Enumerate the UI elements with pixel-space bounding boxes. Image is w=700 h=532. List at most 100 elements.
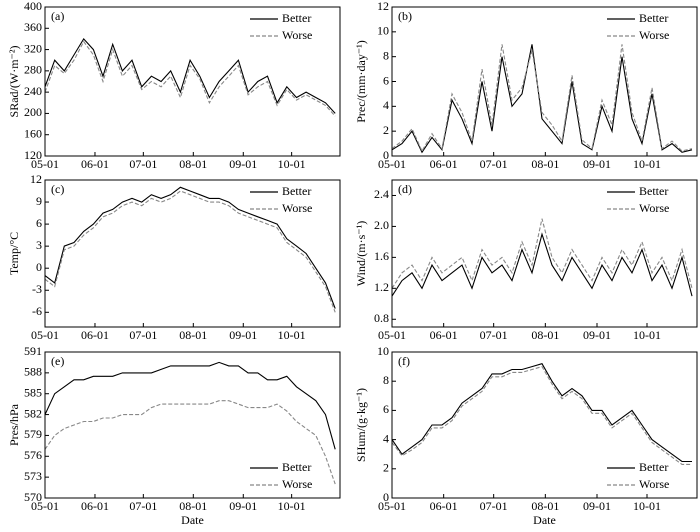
y-tick-label: 588 (24, 365, 42, 379)
series-line (44, 400, 336, 485)
x-tick-label: 05-01 (378, 328, 406, 342)
x-tick-label: 10-01 (633, 157, 661, 171)
y-tick-label: 2 (383, 461, 389, 475)
legend-label: Worse (639, 201, 669, 215)
panel-label: (c) (51, 182, 64, 196)
series-line (44, 190, 336, 313)
y-tick-label: 360 (24, 20, 42, 34)
y-tick-label: -6 (32, 304, 42, 318)
x-tick-label: 09-01 (229, 499, 257, 513)
x-tick-label: 08-01 (179, 499, 207, 513)
x-tick-label: 10-01 (278, 157, 306, 171)
y-tick-label: 0 (36, 260, 42, 274)
x-tick-label: 10-01 (633, 328, 661, 342)
x-tick-label: 05-01 (378, 499, 406, 513)
y-axis-label: SRad/(W·m⁻²) (7, 46, 21, 118)
x-tick-label: 07-01 (129, 328, 157, 342)
panel: 0.8 1.2 1.6 2.0 2.4 05-01 06-01 07-01 08-01 09-01… (354, 179, 698, 342)
x-tick-label: 09-01 (229, 328, 257, 342)
plot-frame (391, 351, 698, 499)
legend-label: Worse (639, 477, 669, 491)
x-tick-label: 09-01 (583, 328, 611, 342)
panel-label: (a) (51, 9, 64, 23)
series-line (44, 40, 336, 117)
y-tick-label: 582 (24, 406, 42, 420)
panel-label: (f) (398, 354, 410, 368)
x-tick-label: 10-01 (633, 499, 661, 513)
x-tick-label: 06-01 (81, 328, 109, 342)
x-tick-label: 09-01 (229, 157, 257, 171)
x-tick-label: 08-01 (531, 157, 559, 171)
y-tick-label: 10 (377, 344, 389, 358)
y-tick-label: 2 (383, 123, 389, 137)
y-tick-label: 6 (36, 216, 42, 230)
y-tick-label: 12 (377, 0, 389, 13)
series-line (391, 44, 693, 154)
y-tick-label: 0 (383, 148, 389, 162)
legend-label: Worse (282, 201, 312, 215)
panel: 0 2 4 6 8 10 12 05-01 06-01 07-01 08-01 09-01 10-01 (… (354, 0, 698, 171)
x-tick-label: 06-01 (430, 499, 458, 513)
x-tick-label: 07-01 (480, 499, 508, 513)
x-tick-label: 07-01 (480, 328, 508, 342)
plot-frame (44, 351, 341, 499)
legend-label: Worse (282, 477, 312, 491)
series-line (391, 363, 692, 463)
panel-label: (b) (398, 9, 412, 23)
y-tick-label: 10 (377, 24, 389, 38)
y-tick-label: 120 (24, 148, 42, 162)
y-tick-label: 200 (24, 105, 42, 119)
y-tick-label: 6 (383, 73, 389, 87)
x-tick-label: 05-01 (31, 499, 59, 513)
x-axis-label: Date (181, 513, 204, 527)
y-axis-label: Pres/hPa (7, 403, 21, 446)
x-tick-label: 09-01 (583, 157, 611, 171)
panel: 120 160 200 240 280 320 360 400 05-01 06-01 07-01 0… (7, 0, 341, 171)
y-tick-label: 8 (383, 48, 389, 62)
x-tick-label: 05-01 (31, 328, 59, 342)
x-tick-label: 07-01 (129, 157, 157, 171)
y-tick-label: 4 (383, 98, 389, 112)
x-tick-label: 05-01 (31, 157, 59, 171)
series-line (44, 186, 336, 309)
y-tick-label: 240 (24, 84, 42, 98)
y-tick-label: 585 (24, 385, 42, 399)
y-tick-label: 1.2 (374, 280, 389, 294)
legend-label: Better (282, 11, 311, 25)
plot-frame (391, 179, 698, 328)
y-tick-label: 280 (24, 63, 42, 77)
y-axis-label: Temp/°C (7, 232, 21, 275)
x-axis-label: Date (533, 513, 556, 527)
y-tick-label: -3 (32, 282, 42, 296)
x-tick-label: 08-01 (531, 499, 559, 513)
x-tick-label: 08-01 (179, 328, 207, 342)
legend-label: Better (282, 184, 311, 198)
x-tick-label: 06-01 (430, 328, 458, 342)
y-tick-label: 576 (24, 448, 42, 462)
x-tick-label: 09-01 (583, 499, 611, 513)
x-tick-label: 06-01 (81, 157, 109, 171)
series-line (391, 218, 693, 289)
panel-label: (e) (51, 354, 64, 368)
legend-label: Better (282, 460, 311, 474)
panel-label: (d) (398, 182, 412, 196)
panel: -6 -3 0 3 6 9 12 05-01 06-01 07-01 08-01 09-01 10-01… (7, 172, 341, 342)
series-line (44, 361, 336, 450)
y-tick-label: 320 (24, 41, 42, 55)
x-tick-label: 08-01 (531, 328, 559, 342)
series-line (391, 44, 693, 153)
y-tick-label: 160 (24, 126, 42, 140)
y-tick-label: 0 (383, 490, 389, 504)
y-axis-label: Wind/(m·s⁻¹) (354, 221, 368, 286)
y-tick-label: 2.0 (374, 218, 389, 232)
y-tick-label: 6 (383, 402, 389, 416)
y-tick-label: 570 (24, 490, 42, 504)
x-tick-label: 06-01 (81, 499, 109, 513)
x-tick-label: 08-01 (179, 157, 207, 171)
plot-frame (44, 6, 341, 157)
y-tick-label: 8 (383, 373, 389, 387)
legend-label: Worse (639, 28, 669, 42)
x-tick-label: 10-01 (278, 328, 306, 342)
x-tick-label: 07-01 (480, 157, 508, 171)
